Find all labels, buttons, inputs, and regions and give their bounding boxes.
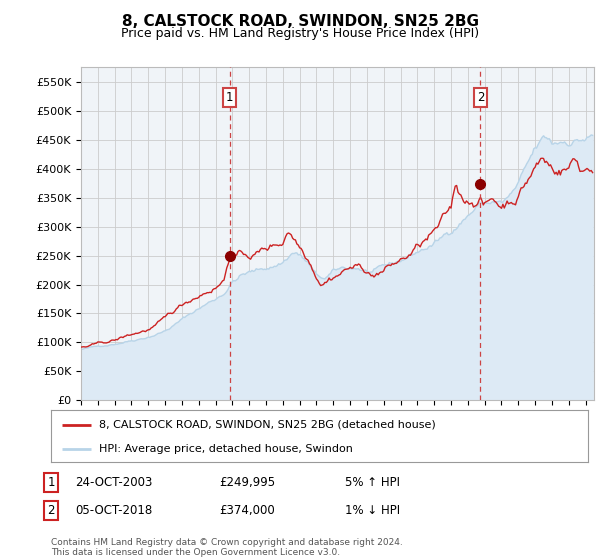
Text: 2: 2 xyxy=(477,91,484,104)
Text: 8, CALSTOCK ROAD, SWINDON, SN25 2BG: 8, CALSTOCK ROAD, SWINDON, SN25 2BG xyxy=(121,14,479,29)
Text: £249,995: £249,995 xyxy=(219,476,275,489)
Text: HPI: Average price, detached house, Swindon: HPI: Average price, detached house, Swin… xyxy=(100,444,353,454)
Text: 2: 2 xyxy=(47,504,55,517)
Text: £374,000: £374,000 xyxy=(219,504,275,517)
Text: 1: 1 xyxy=(226,91,233,104)
Text: 1: 1 xyxy=(47,476,55,489)
Text: 24-OCT-2003: 24-OCT-2003 xyxy=(75,476,152,489)
Text: 05-OCT-2018: 05-OCT-2018 xyxy=(75,504,152,517)
Text: Price paid vs. HM Land Registry's House Price Index (HPI): Price paid vs. HM Land Registry's House … xyxy=(121,27,479,40)
Text: Contains HM Land Registry data © Crown copyright and database right 2024.
This d: Contains HM Land Registry data © Crown c… xyxy=(51,538,403,557)
Text: 1% ↓ HPI: 1% ↓ HPI xyxy=(345,504,400,517)
Text: 5% ↑ HPI: 5% ↑ HPI xyxy=(345,476,400,489)
Text: 8, CALSTOCK ROAD, SWINDON, SN25 2BG (detached house): 8, CALSTOCK ROAD, SWINDON, SN25 2BG (det… xyxy=(100,420,436,430)
